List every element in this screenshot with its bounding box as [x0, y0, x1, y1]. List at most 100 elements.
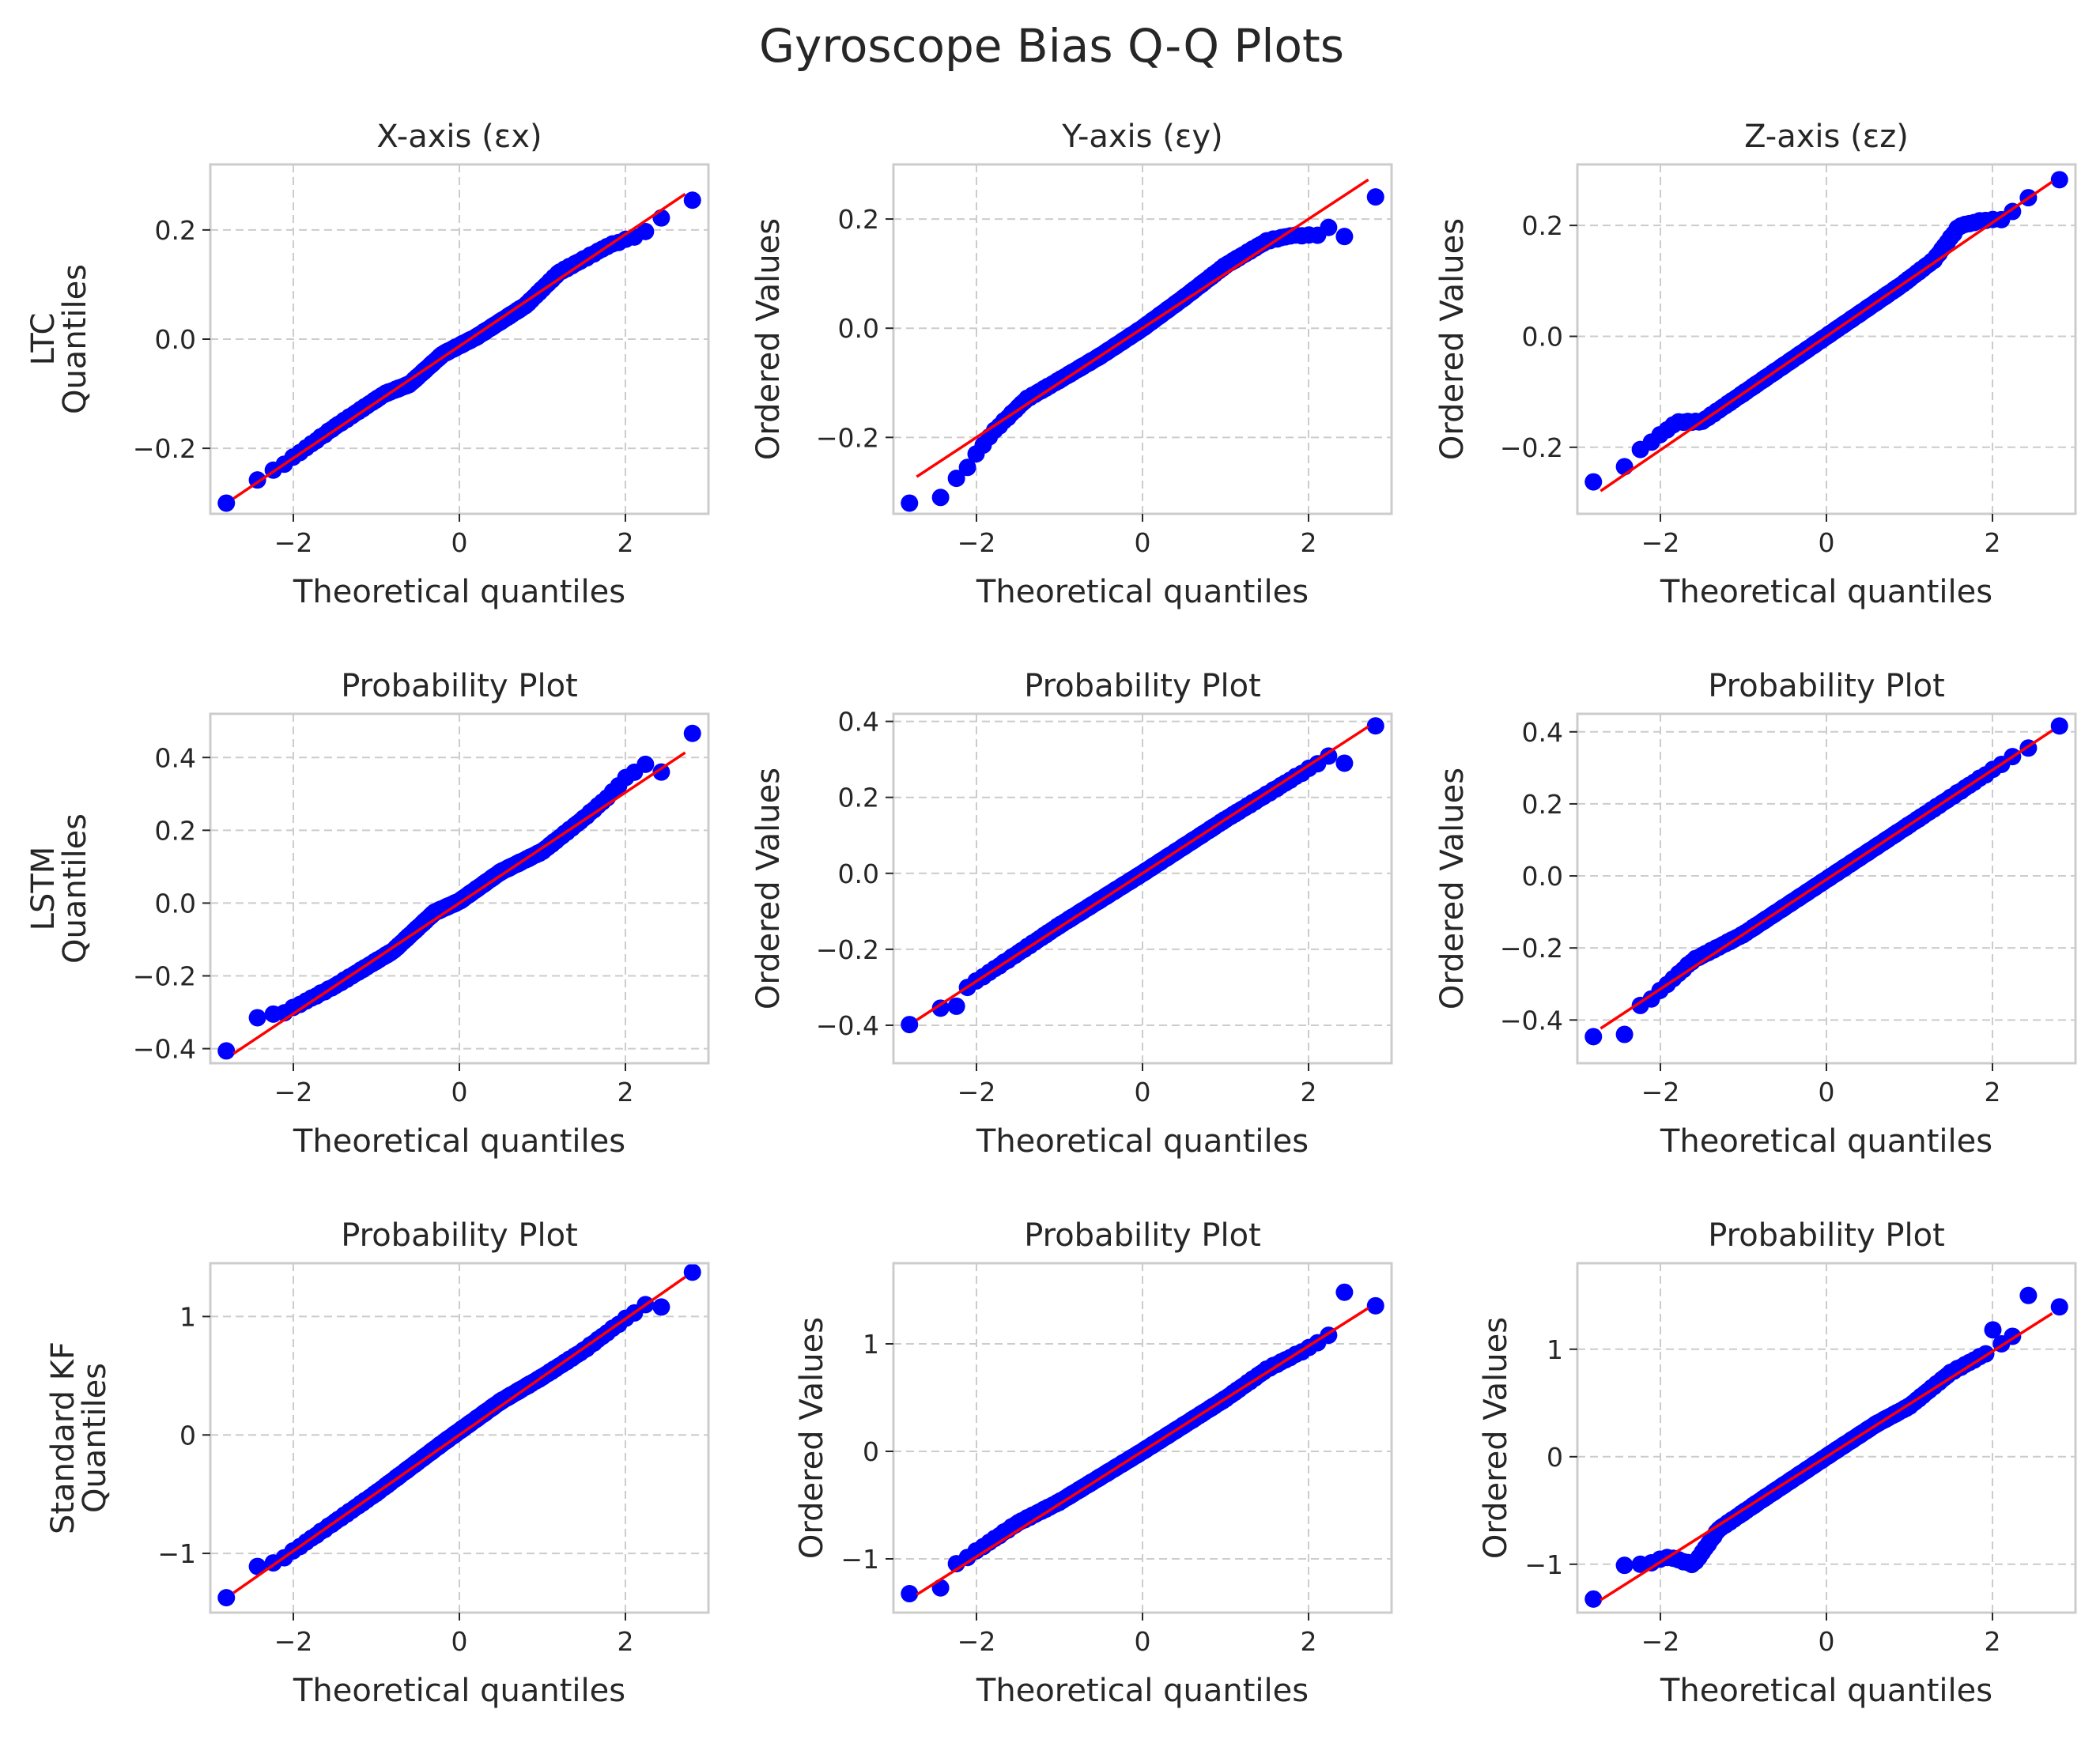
x-tick-label: 0 [1819, 1626, 1835, 1657]
panel-title: Probability Plot [1024, 668, 1261, 704]
y-tick-label: −0.2 [133, 961, 196, 992]
y-tick-label: 0.2 [838, 204, 879, 235]
data-point [1335, 1283, 1354, 1301]
y-tick-label: 0.2 [1522, 210, 1563, 241]
data-point [1615, 458, 1634, 476]
y-tick-label: 0.2 [1522, 789, 1563, 820]
data-point [2050, 1298, 2068, 1316]
x-tick-label: 0 [1819, 1077, 1835, 1107]
y-tick-label: −0.2 [816, 934, 879, 965]
data-point [217, 494, 236, 512]
data-point [947, 997, 965, 1015]
y-tick-label: 0.0 [838, 313, 879, 344]
data-point [901, 1585, 919, 1603]
x-axis-label: Theoretical quantiles [976, 574, 1309, 610]
y-tick-label: 0 [863, 1436, 879, 1467]
x-axis-label: Theoretical quantiles [293, 1123, 625, 1160]
y-tick-label: −0.2 [816, 422, 879, 453]
qq-panel-r3-c3: −2 0 2 −1 0 1 Probability Plot Theoretical quan… [1478, 1217, 2077, 1709]
x-tick-label: −2 [1641, 1077, 1680, 1107]
y-tick-label: −1 [157, 1538, 196, 1569]
y-axis-label: Ordered Values [1478, 1317, 1514, 1559]
y-tick-label: 0.0 [155, 888, 196, 919]
qq-panel-r1-c1: −2 0 2 −0.2 0.0 0.2 X-axis (εx) Theoretical qua… [133, 119, 710, 610]
y-tick-label: 0.2 [838, 783, 879, 813]
x-tick-label: 0 [451, 1626, 468, 1657]
x-tick-label: 0 [1819, 527, 1835, 558]
x-tick-label: −2 [274, 527, 313, 558]
row-label: Standard KF [45, 1341, 81, 1534]
data-point [1335, 754, 1354, 772]
qq-panel-r2-c3: −2 0 2 −0.4 −0.2 0.0 0.2 0.4 Probability Plot The… [1434, 668, 2077, 1160]
y-tick-label: 0.2 [155, 215, 196, 246]
fit-line [1600, 729, 2053, 1030]
fit-line [232, 1276, 686, 1594]
x-tick-label: −2 [274, 1626, 313, 1657]
x-axis-label: Theoretical quantiles [976, 1123, 1309, 1160]
figure-title: Gyroscope Bias Q-Q Plots [759, 19, 1344, 73]
x-axis-label: Theoretical quantiles [1660, 574, 1992, 610]
row-label: LSTM [25, 847, 62, 931]
x-axis-label: Theoretical quantiles [1660, 1673, 1992, 1709]
panel-title: Probability Plot [1024, 1217, 1261, 1254]
y-tick-label: 0.4 [1522, 717, 1563, 748]
data-point [1615, 1025, 1634, 1043]
data-point [636, 755, 655, 773]
data-point [652, 209, 670, 227]
data-point [217, 1042, 236, 1060]
y-tick-label: 0 [179, 1420, 196, 1451]
fit-line [916, 178, 1369, 478]
y-axis-label: Ordered Values [750, 218, 787, 460]
y-axis-label: Ordered Values [1434, 218, 1471, 460]
x-tick-label: 0 [1135, 527, 1151, 558]
y-axis-label: Ordered Values [750, 768, 787, 1009]
y-tick-label: 0.0 [1522, 861, 1563, 892]
x-tick-label: −2 [957, 527, 996, 558]
qq-panel-r1-c3: −2 0 2 −0.2 0.0 0.2 Z-axis (εz) Theoretical qua… [1434, 119, 2077, 610]
data-point [248, 1009, 266, 1027]
row-label: Quantiles [57, 264, 93, 414]
x-tick-label: −2 [1641, 527, 1680, 558]
data-point [901, 494, 919, 512]
fit-line [1600, 180, 2053, 492]
panel-title: Probability Plot [341, 1217, 578, 1254]
qq-panel-r2-c2: −2 0 2 −0.4 −0.2 0.0 0.2 0.4 Probability Plot The… [750, 668, 1393, 1160]
data-point [636, 222, 655, 240]
panel-title: Y-axis (εy) [1061, 119, 1222, 155]
y-tick-label: −0.2 [133, 433, 196, 464]
y-tick-label: 0.0 [1522, 321, 1563, 352]
y-axis-label: Ordered Values [794, 1317, 830, 1559]
x-tick-label: 2 [1985, 1077, 2001, 1107]
y-tick-label: −0.2 [1500, 933, 1563, 964]
data-point [652, 763, 670, 781]
data-point [2050, 717, 2068, 735]
data-point [1615, 1556, 1634, 1575]
x-tick-label: 2 [618, 1077, 634, 1107]
x-tick-label: 2 [618, 527, 634, 558]
data-point [901, 1016, 919, 1034]
fit-line [916, 1307, 1369, 1596]
y-tick-label: 0.0 [155, 324, 196, 355]
x-tick-label: 0 [451, 1077, 468, 1107]
fit-line [1600, 1312, 2053, 1602]
data-point [958, 458, 976, 477]
x-tick-label: 2 [1985, 1626, 2001, 1657]
panel-title: Probability Plot [341, 668, 578, 704]
panel-title: Probability Plot [1708, 668, 1945, 704]
data-point [947, 470, 965, 488]
row-label: LTC [25, 313, 62, 366]
y-axis-label: Ordered Values [1434, 768, 1471, 1009]
x-axis-label: Theoretical quantiles [293, 1673, 625, 1709]
data-point [1366, 1296, 1384, 1315]
x-tick-label: 0 [1135, 1626, 1151, 1657]
row-label: Quantiles [57, 813, 93, 964]
data-point [2050, 171, 2068, 189]
x-tick-label: −2 [957, 1626, 996, 1657]
fit-line [916, 725, 1369, 1021]
fit-line [232, 192, 686, 500]
data-point [683, 724, 701, 742]
x-tick-label: 0 [451, 527, 468, 558]
x-tick-label: −2 [274, 1077, 313, 1107]
x-tick-label: 0 [1135, 1077, 1151, 1107]
